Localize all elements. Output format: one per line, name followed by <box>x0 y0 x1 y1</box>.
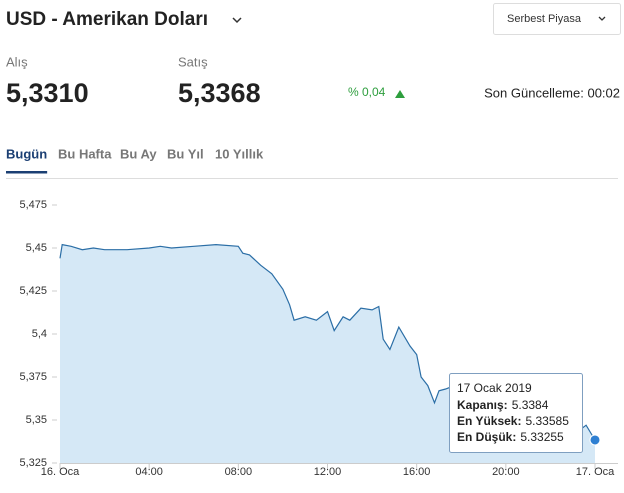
y-tick-label: 5,325 <box>19 457 47 469</box>
y-tick-label: 5,425 <box>19 285 47 297</box>
dropdown-chevron <box>598 16 606 21</box>
y-tick-label: 5,45 <box>26 242 47 254</box>
sell-label: Satış <box>178 54 208 69</box>
y-tick-label: 5,475 <box>19 199 47 211</box>
buy-value: 5,3310 <box>6 78 89 108</box>
market-label: Serbest Piyasa <box>507 13 582 25</box>
x-tick-label: 20:00 <box>492 466 520 478</box>
up-arrow <box>395 90 405 98</box>
tab[interactable]: Bu Hafta <box>58 146 112 161</box>
y-tick-label: 5,35 <box>26 414 47 426</box>
x-tick-label: 17. Oca <box>576 466 615 478</box>
tooltip-value: 5.33255 <box>520 430 564 444</box>
tab[interactable]: Bu Yıl <box>167 146 204 161</box>
y-tick-label: 5,375 <box>19 371 47 383</box>
tab[interactable]: Bu Ay <box>120 146 157 161</box>
tooltip-label: Kapanış: <box>457 398 508 412</box>
tab[interactable]: Bugün <box>6 146 47 161</box>
x-tick-label: 04:00 <box>135 466 163 478</box>
tab[interactable]: 10 Yıllık <box>215 146 264 161</box>
x-tick-label: 16. Oca <box>41 466 80 478</box>
x-tick-label: 12:00 <box>314 466 342 478</box>
price-line <box>59 243 596 441</box>
page-title: USD - Amerikan Doları <box>6 9 208 30</box>
market-dropdown[interactable] <box>493 3 621 35</box>
tooltip-date: 17 Ocak 2019 <box>457 381 532 395</box>
tooltip-label: En Yüksek: <box>457 414 521 428</box>
change-value: % 0,04 <box>348 85 386 99</box>
y-tick-label: 5,4 <box>32 328 47 340</box>
x-tick-label: 08:00 <box>225 466 253 478</box>
title-chevron[interactable] <box>232 17 242 24</box>
tooltip-value: 5.3384 <box>512 398 549 412</box>
tab-underline <box>6 171 48 174</box>
last-update: Son Güncelleme: 00:02 <box>484 85 620 100</box>
tooltip-label: En Düşük: <box>457 430 516 444</box>
sell-value: 5,3368 <box>178 78 261 108</box>
x-tick-label: 16:00 <box>403 466 431 478</box>
end-point <box>589 434 601 446</box>
tooltip-value: 5.33585 <box>525 414 569 428</box>
tooltip-box <box>449 373 583 453</box>
buy-label: Alış <box>6 54 28 69</box>
